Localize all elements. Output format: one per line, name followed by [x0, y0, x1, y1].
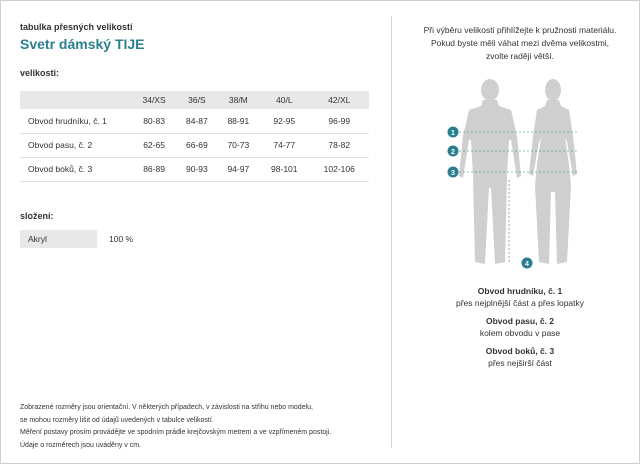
header-blank-cell — [20, 91, 132, 109]
note-line: se mohou rozměry lišit od údajů uvedenýc… — [20, 416, 214, 424]
table-cell: 92-95 — [259, 109, 310, 134]
table-cell: 66-69 — [176, 133, 218, 158]
note-line: Zobrazené rozměry jsou orientační. V něk… — [20, 404, 313, 411]
legend-title: Obvod boků, č. 3 — [485, 346, 555, 356]
size-chart-subtitle: tabulka přesných velikostí — [20, 22, 133, 32]
marker-4-icon: 4 — [521, 257, 533, 269]
table-row: Obvod boků, č. 3 86-89 90-93 94-97 98-10… — [20, 157, 369, 182]
size-table: 34/XS 36/S 38/M 40/L 42/XL Obvod hrudník… — [20, 91, 369, 182]
table-row: Obvod hrudníku, č. 1 80-83 84-87 88-91 9… — [20, 109, 369, 134]
left-panel: tabulka přesných velikostí Svetr dámský … — [20, 22, 370, 248]
note-line: Měření postavy prosím provádějte ve spod… — [20, 429, 332, 436]
legend-title: Obvod hrudníku, č. 1 — [477, 286, 563, 296]
table-cell: 80-83 — [132, 109, 177, 134]
hint-line: Při výběru velikosti přihlížejte k pružn… — [423, 25, 617, 35]
composition-label: složení: — [20, 211, 54, 221]
hint-line: Pokud byste měli váhat mezi dvěma veliko… — [430, 38, 610, 48]
marker-label: 3 — [451, 170, 455, 177]
marker-label: 4 — [525, 261, 529, 268]
size-table-header: 34/XS 36/S 38/M 40/L 42/XL — [20, 91, 369, 109]
table-cell: 74-77 — [259, 133, 310, 158]
legend-item-hips: Obvod boků, č. 3 přes nejširší část — [400, 346, 640, 368]
row-label: Obvod pasu, č. 2 — [20, 133, 132, 158]
table-row: Obvod pasu, č. 2 62-65 66-69 70-73 74-77… — [20, 133, 369, 158]
table-cell: 62-65 — [132, 133, 177, 158]
legend-item-chest: Obvod hrudníku, č. 1 přes nejplnější čás… — [400, 286, 640, 308]
material-name: Akryl — [20, 230, 97, 248]
measurement-notes: Zobrazené rozměry jsou orientační. V něk… — [20, 402, 370, 452]
marker-label: 1 — [451, 130, 455, 137]
size-column-header: 40/L — [259, 91, 310, 109]
size-column-header: 34/XS — [132, 91, 177, 109]
marker-2-icon: 2 — [447, 145, 459, 157]
row-label: Obvod boků, č. 3 — [20, 157, 132, 182]
legend-item-waist: Obvod pasu, č. 2 kolem obvodu v pase — [400, 316, 640, 338]
composition-row: Akryl 100 % — [20, 230, 370, 248]
sizes-label: velikosti: — [20, 68, 60, 78]
male-silhouette-icon — [459, 79, 521, 264]
table-cell: 84-87 — [176, 109, 218, 134]
material-percent: 100 % — [109, 234, 134, 244]
table-cell: 102-106 — [309, 157, 369, 182]
hint-line: zvolte raději větší. — [485, 51, 555, 61]
sizing-hint: Při výběru velikosti přihlížejte k pružn… — [400, 24, 640, 63]
legend-desc: přes nejširší část — [488, 358, 552, 368]
legend-desc: kolem obvodu v pase — [479, 328, 561, 338]
body-measurement-figure: 1 2 3 4 — [447, 79, 577, 269]
marker-label: 2 — [451, 149, 455, 156]
table-cell: 70-73 — [217, 133, 260, 158]
size-column-header: 38/M — [217, 91, 260, 109]
table-cell: 90-93 — [176, 157, 218, 182]
table-cell: 86-89 — [132, 157, 177, 182]
right-panel: Při výběru velikosti přihlížejte k pružn… — [400, 24, 640, 63]
measurement-legend: Obvod hrudníku, č. 1 přes nejplnější čás… — [400, 286, 640, 376]
table-cell: 98-101 — [259, 157, 310, 182]
legend-desc: přes nejplnější část a přes lopatky — [455, 298, 585, 308]
table-cell: 96-99 — [309, 109, 369, 134]
table-cell: 78-82 — [309, 133, 369, 158]
size-column-header: 36/S — [176, 91, 218, 109]
row-label: Obvod hrudníku, č. 1 — [20, 109, 132, 134]
note-line: Údaje o rozměrech jsou uváděny v cm. — [20, 441, 141, 449]
size-column-header: 42/XL — [309, 91, 369, 109]
legend-title: Obvod pasu, č. 2 — [485, 316, 555, 326]
female-silhouette-icon — [529, 79, 577, 264]
marker-1-icon: 1 — [447, 126, 459, 138]
product-title: Svetr dámský TIJE — [20, 36, 145, 52]
table-cell: 88-91 — [217, 109, 260, 134]
table-cell: 94-97 — [217, 157, 260, 182]
marker-3-icon: 3 — [447, 166, 459, 178]
vertical-divider — [391, 16, 392, 448]
